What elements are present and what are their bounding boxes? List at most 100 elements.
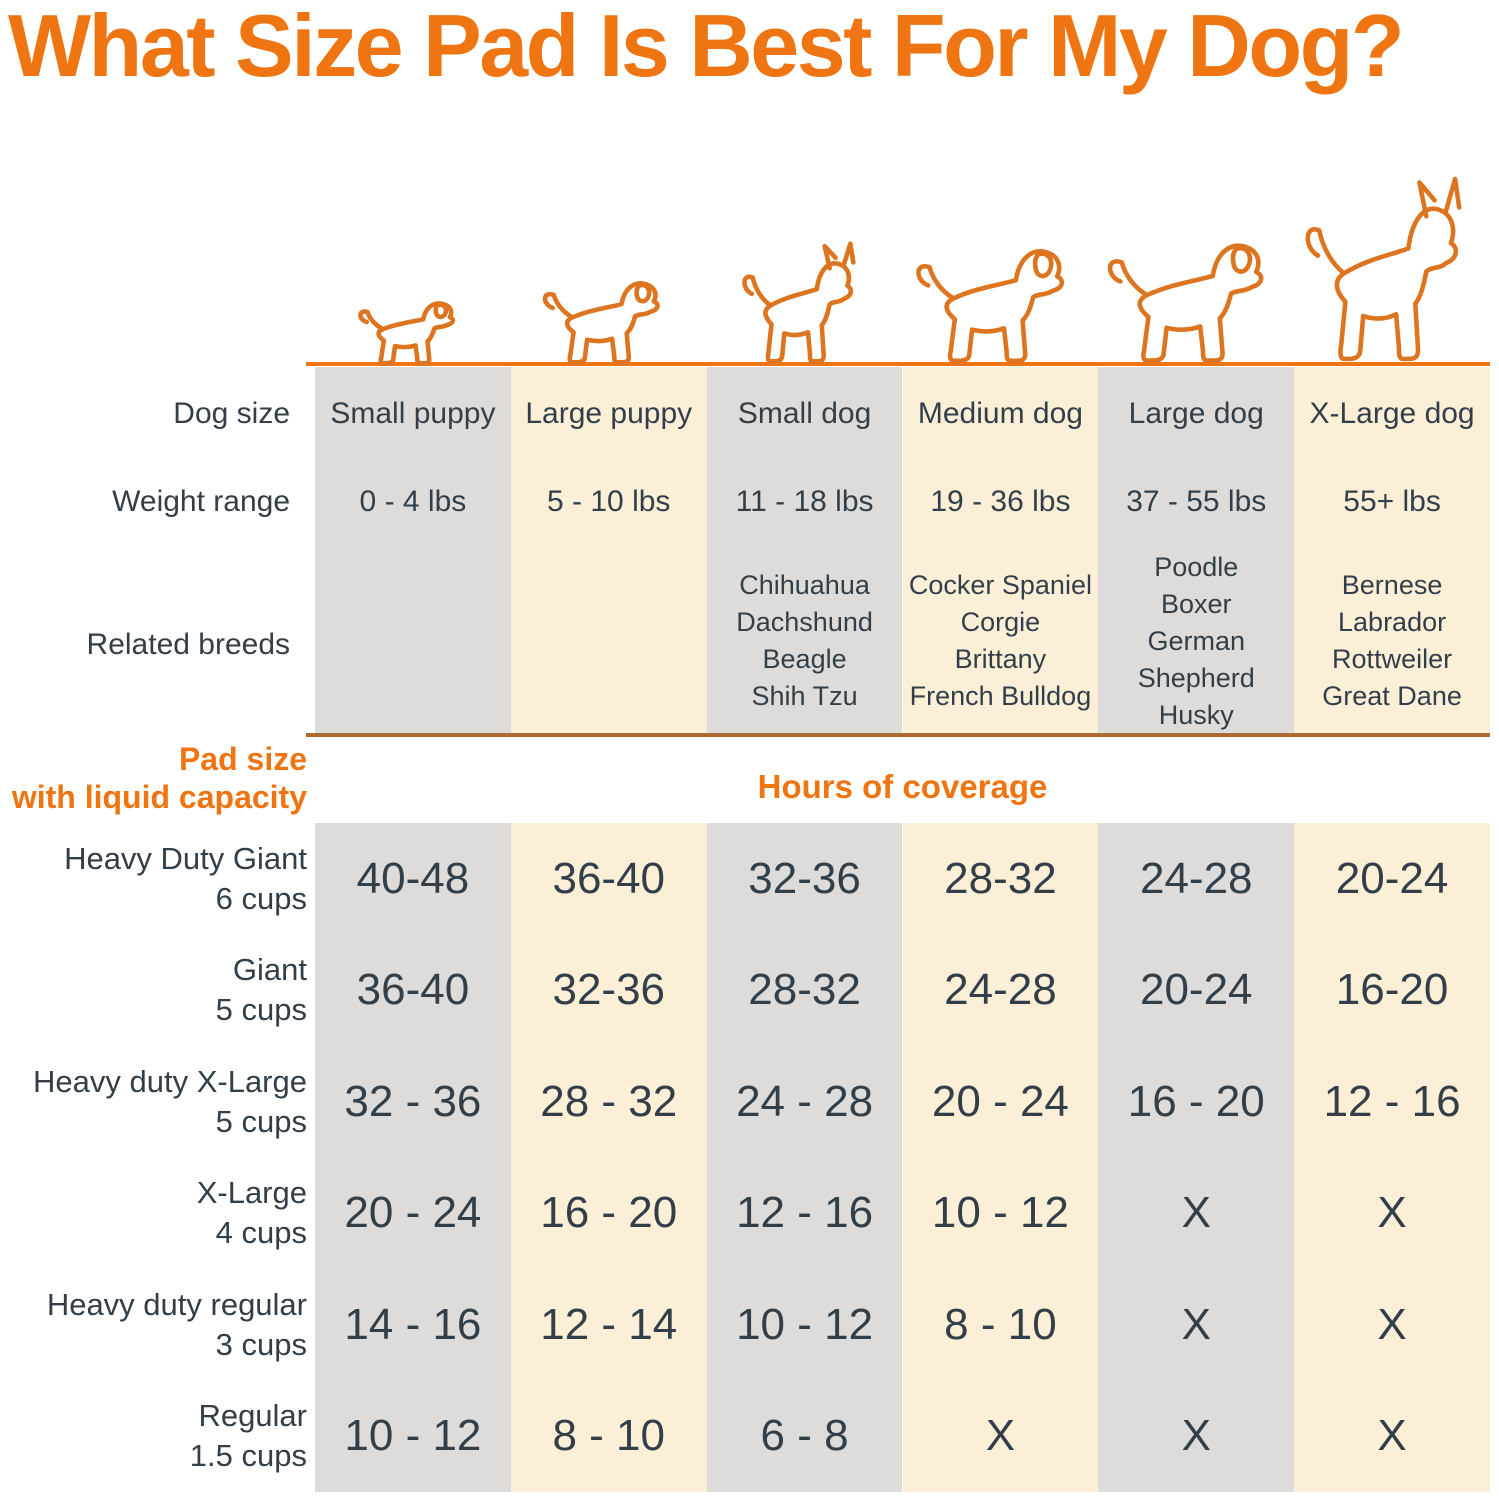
small-puppy-icon-svg [353, 288, 473, 366]
pad-capacity-x-large: 4 cups [215, 1215, 307, 1251]
weight-cell-small-dog: 11 - 18 lbs [735, 485, 874, 518]
breed-name-labrador: Labrador [1338, 607, 1447, 637]
medium-dog-icon [907, 223, 1093, 366]
weight-cell-large-puppy: 5 - 10 lbs [547, 485, 671, 518]
breed-name-husky: Husky [1158, 699, 1234, 730]
hours-cell-regular-large-puppy: 8 - 10 [552, 1411, 665, 1461]
hours-cell-x-large-small-dog: 12 - 16 [736, 1188, 874, 1238]
pad-row-label-heavy-duty-regular: Heavy duty regular 3 cups [0, 1269, 307, 1381]
x-large-dog-icon [1296, 170, 1488, 366]
weight-cell-large-dog: 37 - 55 lbs [1126, 485, 1267, 518]
pad-name-regular: Regular [198, 1398, 307, 1434]
column-bg-top-small-dog [706, 367, 903, 733]
pad-name-heavy-duty-x-large: Heavy duty X-Large [33, 1063, 307, 1099]
hours-cell-giant-small-puppy: 36-40 [356, 965, 470, 1015]
pad-name-heavy-duty-regular: Heavy duty regular [46, 1286, 307, 1322]
pad-row-label-heavy-duty-x-large: Heavy duty X-Large 5 cups [0, 1046, 307, 1158]
breed-name-boxer: Boxer [1160, 588, 1232, 619]
section-divider-line [306, 733, 1490, 737]
hours-cell-giant-small-dog: 28-32 [748, 965, 861, 1015]
breeds-cell-large-puppy [511, 548, 707, 734]
dog-size-cell-medium-dog: Medium dog [917, 397, 1083, 430]
breed-name-chihuahua: Chihuahua [739, 570, 870, 600]
large-dog-icon-svg [1098, 216, 1294, 366]
pad-name-heavy-duty-giant: Heavy Duty Giant [64, 840, 307, 876]
breeds-cell-large-dog: Poodle Boxer German Shepherd Husky [1098, 548, 1294, 734]
column-bg-bottom-medium-dog [902, 823, 1099, 1492]
hours-of-coverage-header: Hours of coverage [757, 768, 1048, 805]
small-puppy-icon [353, 288, 473, 366]
column-bg-top-x-large-dog [1294, 367, 1490, 733]
pad-row-label-x-large: X-Large 4 cups [0, 1158, 307, 1270]
breed-name-french-bulldog: French Bulldog [909, 681, 1092, 711]
pad-name-x-large: X-Large [196, 1175, 307, 1211]
weight-cell-small-puppy: 0 - 4 lbs [359, 485, 467, 518]
column-bg-top-large-dog [1098, 367, 1295, 733]
pad-capacity-heavy-duty-x-large: 5 cups [215, 1103, 307, 1139]
hours-cell-heavy-duty-regular-small-puppy: 14 - 16 [344, 1299, 482, 1349]
hours-cell-regular-small-dog: 6 - 8 [760, 1411, 849, 1461]
hours-cell-x-large-small-puppy: 20 - 24 [344, 1188, 482, 1238]
breed-name-great-dane: Great Dane [1322, 681, 1462, 711]
hours-cell-heavy-duty-regular-x-large-dog: X [1377, 1299, 1407, 1349]
hours-cell-heavy-duty-x-large-small-dog: 24 - 28 [736, 1076, 874, 1126]
breed-name-poodle: Poodle [1154, 551, 1239, 582]
hours-cell-heavy-duty-regular-medium-dog: 8 - 10 [944, 1299, 1057, 1349]
breeds-cell-small-dog: Chihuahua Dachshund Beagle Shih Tzu [707, 548, 903, 734]
hours-cell-regular-small-puppy: 10 - 12 [344, 1411, 482, 1461]
pad-size-label-line2: with liquid capacity [11, 779, 307, 815]
hours-cell-heavy-duty-giant-medium-dog: 28-32 [944, 853, 1057, 903]
breed-name-german-shepherd: German Shepherd [1137, 625, 1255, 693]
hours-cell-heavy-duty-regular-small-dog: 10 - 12 [736, 1299, 874, 1349]
pad-size-label-line1: Pad size [178, 741, 307, 777]
pad-capacity-regular: 1.5 cups [189, 1438, 307, 1474]
pad-row-label-regular: Regular 1.5 cups [0, 1381, 307, 1493]
hours-cell-giant-x-large-dog: 16-20 [1335, 965, 1449, 1015]
hours-cell-giant-medium-dog: 24-28 [944, 965, 1057, 1015]
pad-size-with-liquid-capacity-label: Pad size with liquid capacity [0, 740, 307, 816]
hours-cell-heavy-duty-giant-x-large-dog: 20-24 [1335, 853, 1449, 903]
column-bg-top-medium-dog [902, 367, 1099, 733]
pad-capacity-heavy-duty-regular: 3 cups [215, 1326, 307, 1362]
hours-cell-heavy-duty-giant-large-puppy: 36-40 [552, 853, 666, 903]
column-bg-bottom-small-puppy [315, 823, 511, 1492]
hours-cell-giant-large-dog: 20-24 [1139, 965, 1253, 1015]
hours-cell-heavy-duty-giant-small-dog: 32-36 [748, 853, 861, 903]
hours-cell-heavy-duty-regular-large-dog: X [1181, 1299, 1211, 1349]
small-dog-icon-svg [736, 238, 874, 366]
column-bg-bottom-x-large-dog [1294, 823, 1490, 1492]
breed-name-dachshund: Dachshund [736, 607, 873, 637]
hours-cell-heavy-duty-giant-small-puppy: 40-48 [356, 853, 470, 903]
large-dog-icon [1098, 216, 1294, 366]
pad-row-label-giant: Giant 5 cups [0, 935, 307, 1047]
hours-cell-regular-x-large-dog: X [1377, 1411, 1407, 1461]
hours-cell-giant-large-puppy: 32-36 [552, 965, 666, 1015]
hours-cell-regular-large-dog: X [1181, 1411, 1211, 1461]
breed-name-corgie: Corgie [960, 607, 1041, 637]
hours-cell-x-large-large-dog: X [1181, 1188, 1211, 1238]
weight-range-row-label: Weight range [112, 485, 290, 518]
dog-size-cell-large-dog: Large dog [1128, 397, 1264, 430]
breed-name-rottweiler: Rottweiler [1332, 644, 1453, 674]
hours-cell-heavy-duty-giant-large-dog: 24-28 [1139, 853, 1253, 903]
hours-cell-heavy-duty-x-large-x-large-dog: 12 - 16 [1323, 1076, 1461, 1126]
related-breeds-row-label: Related breeds [86, 628, 290, 661]
pad-row-label-heavy-duty-giant: Heavy Duty Giant 6 cups [0, 823, 307, 935]
column-bg-top-large-puppy [510, 367, 707, 733]
hours-cell-x-large-x-large-dog: X [1377, 1188, 1407, 1238]
hours-cell-heavy-duty-regular-large-puppy: 12 - 14 [540, 1299, 678, 1349]
hours-cell-heavy-duty-x-large-medium-dog: 20 - 24 [931, 1076, 1069, 1126]
dog-size-cell-small-puppy: Small puppy [330, 397, 496, 430]
breed-name-beagle: Beagle [762, 644, 847, 674]
x-large-dog-icon-svg [1296, 170, 1488, 366]
hours-cell-x-large-large-puppy: 16 - 20 [540, 1188, 678, 1238]
weight-cell-medium-dog: 19 - 36 lbs [930, 485, 1071, 518]
breed-name-cocker-spaniel: Cocker Spaniel [908, 570, 1092, 600]
large-puppy-icon-svg [536, 263, 682, 366]
hours-cell-heavy-duty-x-large-large-puppy: 28 - 32 [540, 1076, 678, 1126]
page-title: What Size Pad Is Best For My Dog? [8, 0, 1405, 95]
breeds-cell-medium-dog: Cocker Spaniel Corgie Brittany French Bulld… [903, 548, 1099, 734]
hours-cell-heavy-duty-x-large-small-puppy: 32 - 36 [344, 1076, 482, 1126]
medium-dog-icon-svg [907, 223, 1093, 366]
